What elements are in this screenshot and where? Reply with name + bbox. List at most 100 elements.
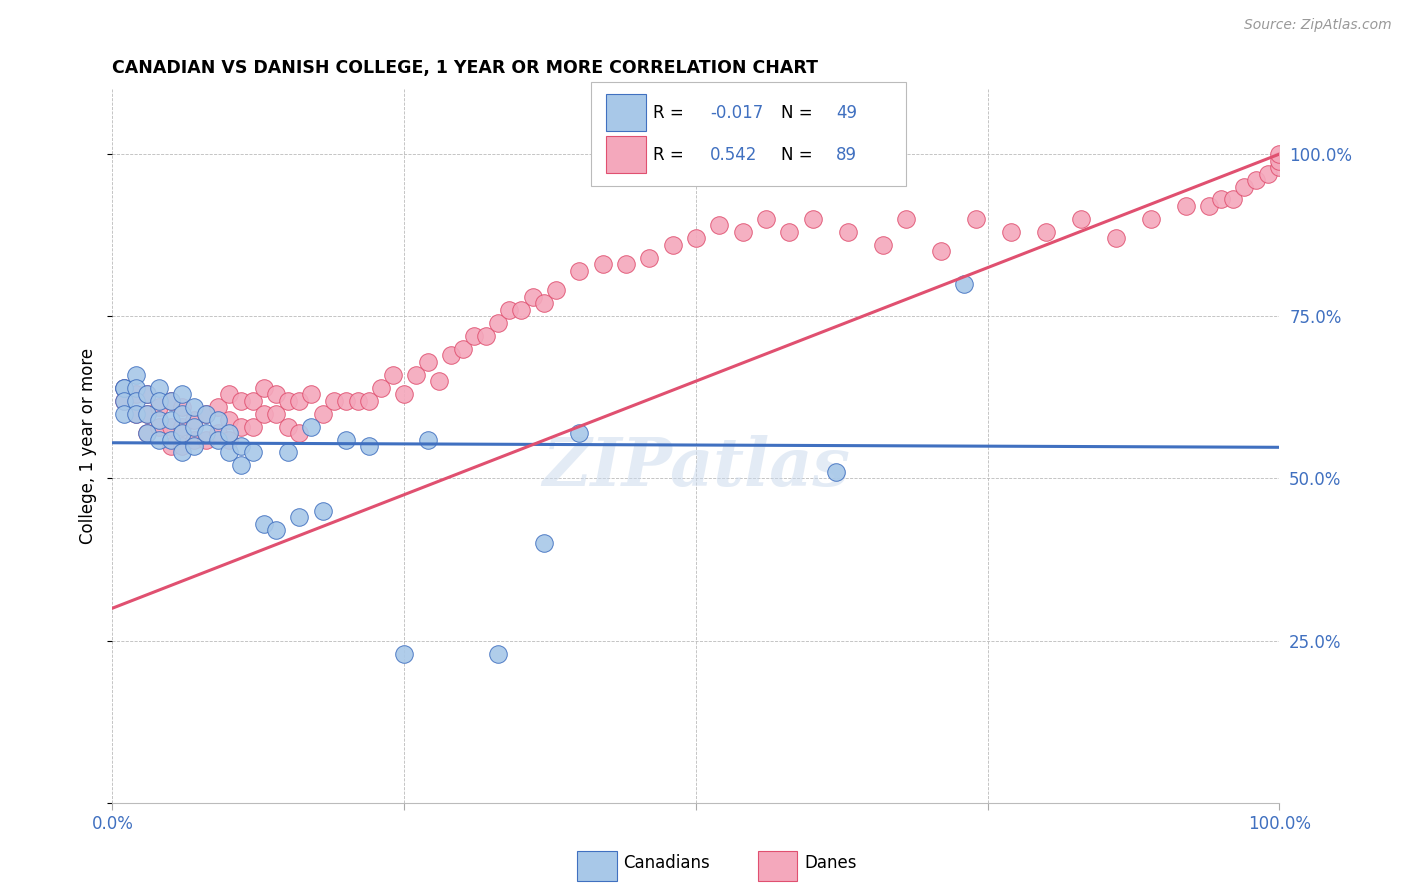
Point xyxy=(346,393,368,408)
FancyBboxPatch shape xyxy=(576,851,617,880)
Point xyxy=(568,425,591,440)
Point xyxy=(125,407,148,421)
Point xyxy=(311,504,333,518)
Point xyxy=(544,283,567,297)
Text: N =: N = xyxy=(782,146,818,164)
Point xyxy=(299,419,322,434)
Point xyxy=(872,238,894,252)
Point xyxy=(229,458,252,473)
Point xyxy=(323,393,346,408)
Point xyxy=(509,302,531,317)
Text: 49: 49 xyxy=(837,103,858,121)
Point xyxy=(136,407,159,421)
Point xyxy=(755,211,778,226)
Point xyxy=(929,244,952,259)
Point xyxy=(288,393,311,408)
Point xyxy=(825,465,848,479)
Point xyxy=(1140,211,1163,226)
Point xyxy=(1105,231,1128,245)
Point xyxy=(160,433,183,447)
Point xyxy=(288,510,311,524)
Point xyxy=(229,419,252,434)
Point xyxy=(416,433,439,447)
Text: Canadians: Canadians xyxy=(624,855,710,872)
Point xyxy=(160,439,183,453)
Point xyxy=(264,524,287,538)
Text: ZIPatlas: ZIPatlas xyxy=(543,435,849,500)
Point xyxy=(172,439,194,453)
Point xyxy=(381,368,404,382)
Point xyxy=(183,419,205,434)
Point xyxy=(451,342,474,356)
Point xyxy=(148,419,170,434)
Point xyxy=(533,536,555,550)
Point xyxy=(311,407,333,421)
Point xyxy=(638,251,661,265)
Point xyxy=(160,413,183,427)
Point xyxy=(136,387,159,401)
Point xyxy=(207,400,229,414)
Point xyxy=(112,381,135,395)
Text: -0.017: -0.017 xyxy=(710,103,763,121)
FancyBboxPatch shape xyxy=(606,95,645,131)
Point xyxy=(194,407,217,421)
Point xyxy=(125,387,148,401)
Point xyxy=(486,316,509,330)
Point xyxy=(335,433,357,447)
Point xyxy=(778,225,800,239)
Point xyxy=(953,277,976,291)
Point xyxy=(160,393,183,408)
Point xyxy=(463,328,485,343)
Point xyxy=(125,381,148,395)
Point xyxy=(148,433,170,447)
Point xyxy=(440,348,463,362)
Point xyxy=(264,387,287,401)
Point xyxy=(148,393,170,408)
Point xyxy=(475,328,498,343)
Point xyxy=(194,425,217,440)
Point xyxy=(218,445,240,459)
Point xyxy=(486,647,509,661)
Point xyxy=(801,211,824,226)
Point xyxy=(592,257,614,271)
Point xyxy=(242,445,264,459)
Point xyxy=(253,381,276,395)
Point xyxy=(685,231,707,245)
Point xyxy=(183,400,205,414)
Point xyxy=(394,647,416,661)
Point xyxy=(112,407,135,421)
Point xyxy=(136,407,159,421)
Point xyxy=(112,393,135,408)
Point xyxy=(568,264,591,278)
Point xyxy=(264,407,287,421)
Point xyxy=(405,368,427,382)
Text: N =: N = xyxy=(782,103,818,121)
Point xyxy=(253,516,276,531)
Point xyxy=(335,393,357,408)
Point xyxy=(1244,173,1267,187)
Point xyxy=(1233,179,1256,194)
Point xyxy=(172,400,194,414)
Point xyxy=(207,433,229,447)
Point xyxy=(709,219,731,233)
Point xyxy=(207,413,229,427)
Point xyxy=(136,425,159,440)
Point xyxy=(112,381,135,395)
Point xyxy=(148,413,170,427)
Point xyxy=(218,425,240,440)
Point xyxy=(1198,199,1220,213)
Point xyxy=(183,413,205,427)
Point xyxy=(229,439,252,453)
Point xyxy=(183,439,205,453)
Point xyxy=(299,387,322,401)
Point xyxy=(172,387,194,401)
Point xyxy=(218,433,240,447)
Point xyxy=(194,433,217,447)
Point xyxy=(276,393,298,408)
Text: Source: ZipAtlas.com: Source: ZipAtlas.com xyxy=(1244,18,1392,32)
Point xyxy=(498,302,520,317)
Text: 89: 89 xyxy=(837,146,858,164)
Text: 0.542: 0.542 xyxy=(710,146,758,164)
Point xyxy=(136,425,159,440)
Point xyxy=(837,225,859,239)
